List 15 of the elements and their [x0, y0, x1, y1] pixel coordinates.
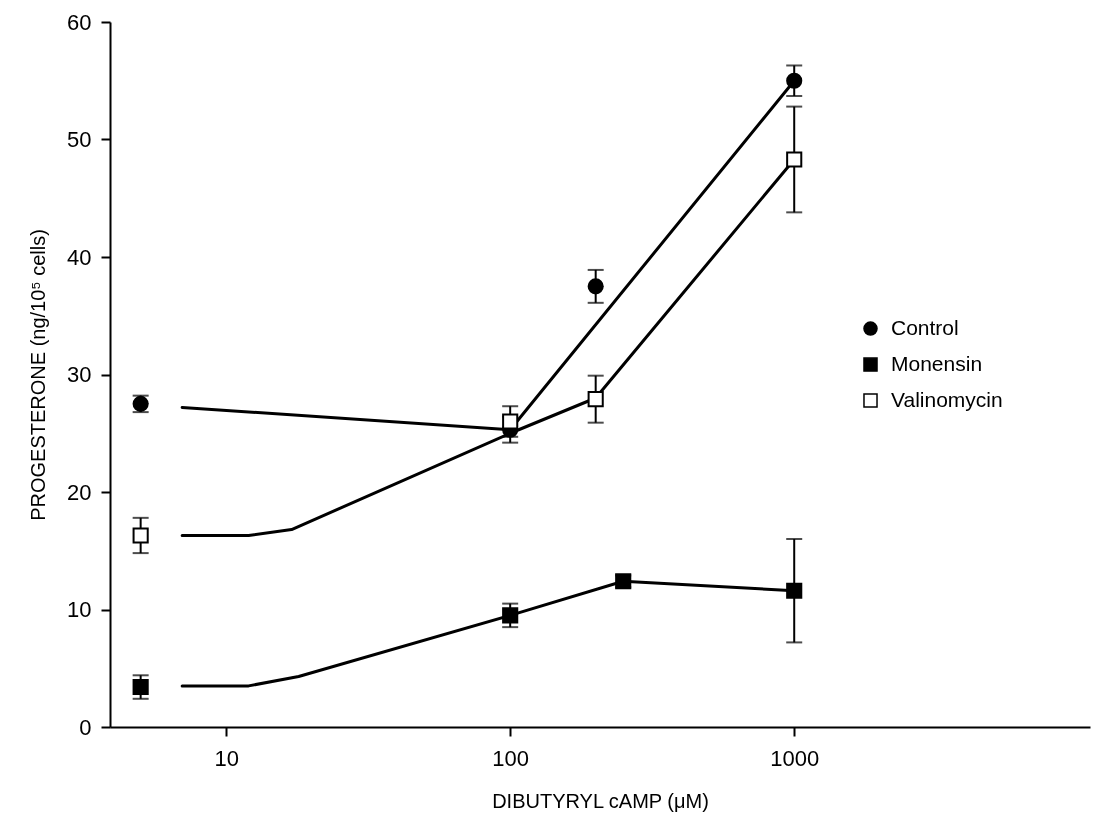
legend-label: Control	[891, 315, 959, 339]
y-axis-title: PROGESTERONE (ng/10⁵ cells)	[27, 229, 50, 521]
y-tick-label: 40	[67, 244, 92, 270]
x-tick-label: 10	[214, 745, 239, 771]
y-tick-label: 60	[67, 9, 92, 35]
y-tick-label: 30	[67, 362, 92, 387]
x-axis-title: DIBUTYRYL cAMP (μM)	[492, 789, 709, 812]
x-tick-label: 100	[492, 745, 530, 771]
legend-label: Monensin	[891, 351, 983, 375]
y-tick-label: 10	[67, 597, 92, 622]
legend-label: Valinomycin	[891, 387, 1003, 411]
y-tick-label: 50	[67, 127, 92, 152]
y-tick-label: 0	[79, 714, 92, 740]
x-tick-label: 1000	[770, 745, 820, 771]
y-tick-label: 20	[67, 479, 92, 505]
